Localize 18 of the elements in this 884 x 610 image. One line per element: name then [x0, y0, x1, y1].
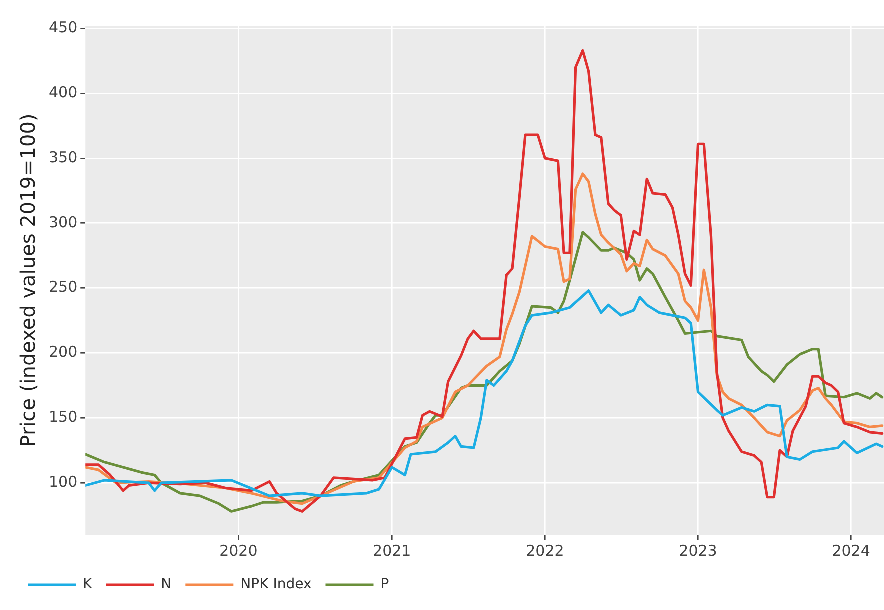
y-tick-label: 400: [48, 83, 78, 102]
y-axis-title: Price (indexed values 2019=100): [16, 114, 40, 448]
y-tick-label: 100: [48, 472, 78, 491]
y-tick-label: 250: [48, 278, 78, 296]
legend-label: N: [161, 576, 172, 593]
x-tick-label: 2020: [220, 542, 258, 560]
legend-label: NPK Index: [240, 576, 312, 593]
y-tick-label: 200: [48, 343, 78, 362]
x-tick-label: 2023: [679, 542, 718, 560]
x-tick-label: 2021: [373, 542, 412, 560]
legend-label: K: [83, 576, 93, 593]
y-tick-label: 150: [48, 408, 78, 426]
x-tick-label: 2022: [526, 542, 564, 560]
y-tick-label: 300: [48, 213, 78, 232]
legend-label: P: [380, 576, 390, 593]
x-tick-label: 2024: [832, 542, 870, 560]
y-tick-label: 450: [48, 18, 78, 36]
y-tick-label: 350: [48, 148, 78, 166]
